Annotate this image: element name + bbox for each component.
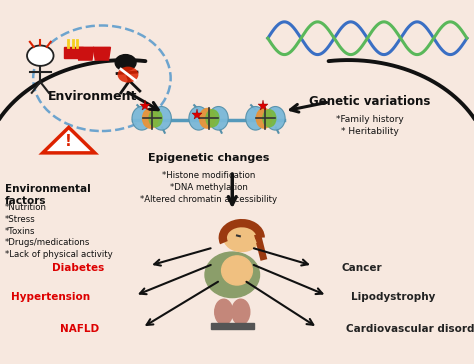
Ellipse shape [132, 107, 152, 130]
Text: *Nutrition
*Stress
*Toxins
*Drugs/medications
*Lack of physical activity: *Nutrition *Stress *Toxins *Drugs/medica… [5, 203, 112, 259]
Text: Environmental
factors: Environmental factors [5, 183, 91, 206]
Text: Lipodystrophy: Lipodystrophy [351, 292, 435, 302]
Ellipse shape [189, 107, 209, 130]
Ellipse shape [256, 108, 272, 128]
Ellipse shape [232, 299, 250, 325]
Text: *Histone modification
*DNA methylation
*Altered chromatin accessibility: *Histone modification *DNA methylation *… [140, 171, 277, 204]
Ellipse shape [246, 107, 265, 130]
FancyBboxPatch shape [211, 323, 254, 329]
Circle shape [27, 46, 54, 66]
Polygon shape [77, 47, 94, 60]
Ellipse shape [206, 110, 219, 127]
Text: Diabetes: Diabetes [52, 262, 104, 273]
Ellipse shape [263, 110, 276, 127]
Text: Cancer: Cancer [341, 262, 382, 273]
Text: Environment: Environment [48, 90, 137, 103]
Ellipse shape [152, 107, 172, 130]
Ellipse shape [221, 256, 252, 285]
Text: !: ! [65, 134, 72, 150]
Ellipse shape [215, 299, 233, 325]
FancyBboxPatch shape [64, 47, 83, 58]
Text: Hypertension: Hypertension [11, 292, 90, 302]
Ellipse shape [200, 108, 215, 128]
Polygon shape [93, 47, 110, 60]
Ellipse shape [205, 252, 259, 298]
Polygon shape [43, 127, 95, 153]
Circle shape [118, 67, 138, 83]
Ellipse shape [265, 107, 285, 130]
Text: Genetic variations: Genetic variations [309, 95, 430, 108]
Ellipse shape [149, 110, 162, 127]
Text: Epigenetic changes: Epigenetic changes [148, 153, 269, 163]
Ellipse shape [143, 108, 158, 128]
Text: NAFLD: NAFLD [60, 324, 100, 335]
Ellipse shape [209, 107, 228, 130]
Text: Cardiovascular disorders: Cardiovascular disorders [346, 324, 474, 335]
Circle shape [224, 224, 260, 252]
Circle shape [115, 55, 136, 71]
Text: *Family history
* Heritability: *Family history * Heritability [336, 115, 403, 136]
